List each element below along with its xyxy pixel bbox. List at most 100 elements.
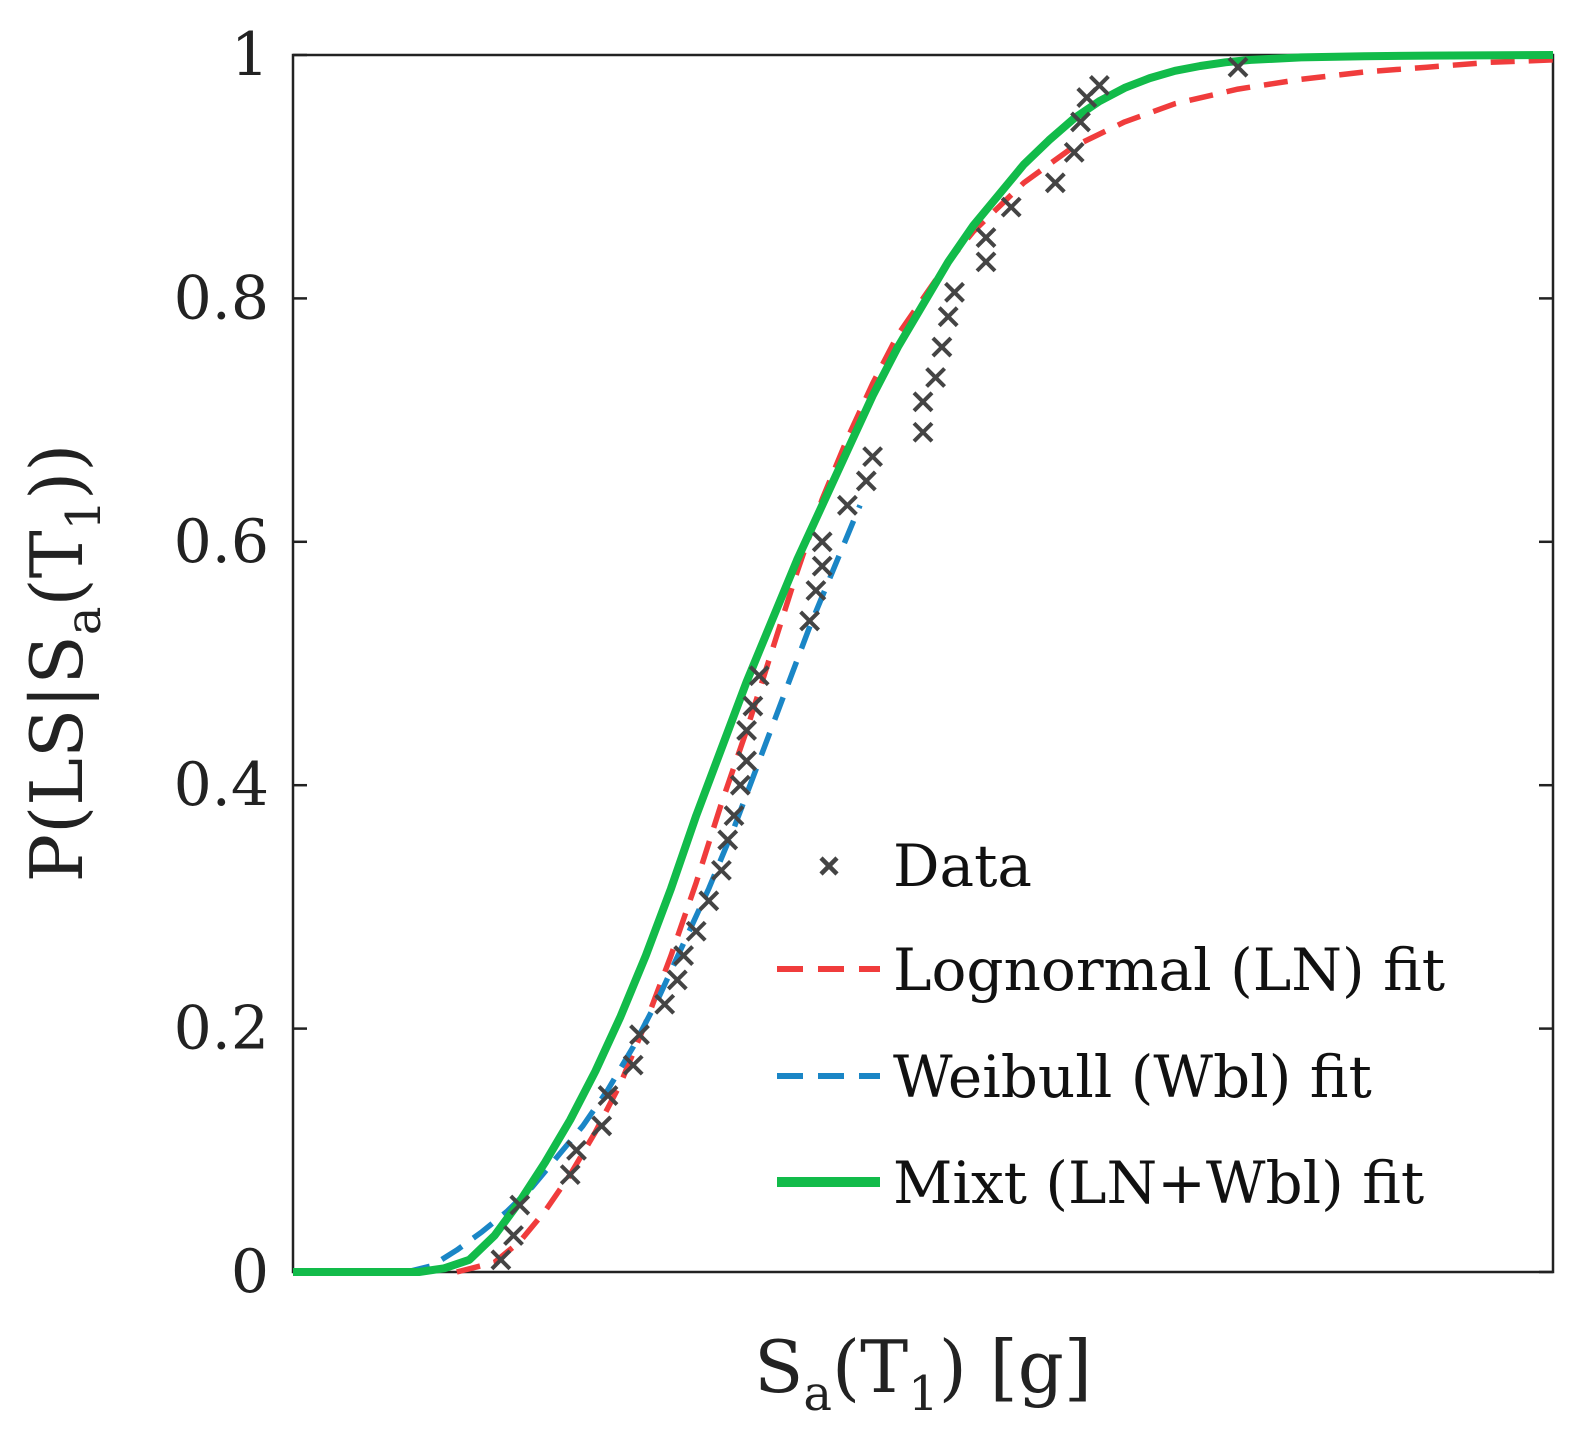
series-line-lognormal bbox=[456, 57, 1554, 1275]
data-point bbox=[1227, 56, 1249, 78]
y-tick-label-2: 0.4 bbox=[174, 750, 269, 820]
legend-entry-data: Data bbox=[819, 832, 1032, 900]
data-point bbox=[717, 829, 739, 851]
data-point-stroke-b bbox=[698, 890, 720, 912]
plot-area bbox=[291, 53, 1555, 1274]
data-point-stroke-b bbox=[509, 1194, 531, 1216]
legend-entry-lognormal: Lognormal (LN) fit bbox=[777, 936, 1445, 1004]
data-point bbox=[799, 610, 821, 632]
data-point bbox=[509, 1194, 531, 1216]
data-point-stroke-b bbox=[490, 1249, 512, 1271]
x-axis-label-mid: (T bbox=[832, 1325, 908, 1409]
data-point bbox=[597, 1085, 619, 1106]
data-point bbox=[566, 1139, 587, 1161]
data-point bbox=[1000, 196, 1022, 218]
data-point bbox=[629, 1024, 650, 1046]
data-point-stroke-b bbox=[912, 421, 934, 443]
data-point bbox=[944, 281, 965, 303]
data-point bbox=[748, 665, 770, 687]
data-point-stroke-b bbox=[729, 774, 751, 796]
x-axis-label-sub-1: 1 bbox=[908, 1366, 939, 1422]
data-point bbox=[912, 391, 934, 413]
legend-entry-mixt: Mixt (LN+Wbl) fit bbox=[777, 1149, 1424, 1217]
data-point-stroke-b bbox=[1088, 75, 1110, 96]
legend-label-data: Data bbox=[893, 832, 1032, 900]
data-point-stroke-b bbox=[912, 391, 934, 413]
data-point bbox=[925, 367, 947, 388]
data-point-stroke-b bbox=[622, 1054, 644, 1076]
y-axis-label: P(LS|Sa(T1)) bbox=[15, 444, 112, 883]
data-point-stroke-b bbox=[931, 336, 953, 358]
y-ticks: 0 0.2 0.4 0.6 0.8 1 bbox=[174, 20, 1553, 1307]
y-tick-label-5: 1 bbox=[231, 20, 269, 90]
data-point bbox=[729, 774, 751, 796]
data-point-stroke-b bbox=[1070, 111, 1091, 133]
y-tick-label-4: 0.8 bbox=[174, 263, 269, 333]
data-point-stroke-b bbox=[855, 470, 877, 492]
legend: Data Lognormal (LN) fit Weibull (Wbl) fi… bbox=[777, 832, 1445, 1217]
data-point bbox=[723, 805, 745, 827]
x-axis-label: Sa(T1) [g] bbox=[754, 1325, 1092, 1422]
data-point-stroke-b bbox=[591, 1115, 613, 1137]
y-axis-label-tail: )) bbox=[15, 444, 99, 500]
data-point bbox=[503, 1225, 524, 1246]
data-point-stroke-b bbox=[799, 610, 821, 632]
data-point-stroke-b bbox=[975, 251, 997, 273]
data-point bbox=[591, 1115, 613, 1137]
data-point-stroke-b bbox=[975, 227, 997, 248]
data-point-stroke-b bbox=[742, 695, 764, 717]
data-point-stroke-b bbox=[685, 920, 707, 942]
data-point-stroke-b bbox=[654, 993, 676, 1015]
data-point-stroke-b bbox=[925, 367, 947, 388]
y-tick-label-3: 0.6 bbox=[174, 507, 269, 577]
x-axis-label-sub-a: a bbox=[803, 1366, 832, 1422]
data-point bbox=[937, 306, 959, 328]
data-point bbox=[1088, 75, 1110, 96]
y-axis-label-sub-a: a bbox=[56, 606, 112, 635]
data-point-stroke-b bbox=[1000, 196, 1022, 218]
data-point-stroke-b bbox=[736, 750, 758, 772]
data-point bbox=[836, 494, 858, 516]
data-point-stroke-b bbox=[673, 945, 695, 966]
data-point-stroke-b bbox=[1044, 172, 1066, 194]
legend-entry-weibull: Weibull (Wbl) fit bbox=[777, 1043, 1372, 1111]
data-point-stroke-b bbox=[723, 805, 745, 827]
y-tick-label-1: 0.2 bbox=[174, 994, 269, 1064]
data-point bbox=[710, 859, 732, 881]
data-point bbox=[654, 993, 676, 1015]
data-point bbox=[862, 446, 884, 468]
data-point bbox=[811, 555, 833, 577]
legend-marker-data bbox=[819, 856, 839, 876]
data-point bbox=[673, 945, 695, 966]
data-point-stroke-b bbox=[805, 580, 827, 601]
data-point bbox=[685, 920, 707, 942]
data-point bbox=[1044, 172, 1066, 194]
data-point bbox=[622, 1054, 644, 1076]
x-axis-label-tail: ) [g] bbox=[939, 1325, 1092, 1409]
data-point bbox=[975, 251, 997, 273]
data-point bbox=[698, 890, 720, 912]
data-point-stroke-b bbox=[811, 555, 833, 577]
data-point bbox=[666, 969, 688, 991]
data-point-stroke-b bbox=[937, 306, 959, 328]
data-point bbox=[1063, 141, 1085, 163]
data-point bbox=[1070, 111, 1091, 133]
data-point-stroke-b bbox=[503, 1225, 524, 1246]
data-point-stroke-b bbox=[836, 494, 858, 516]
data-point-stroke-b bbox=[1063, 141, 1085, 163]
data-point-stroke-b bbox=[629, 1024, 650, 1046]
data-point bbox=[742, 695, 764, 717]
data-point-stroke-b bbox=[710, 859, 732, 881]
data-point-stroke-b bbox=[566, 1139, 587, 1161]
data-point-stroke-b bbox=[862, 446, 884, 468]
y-axis-label-mid: (T bbox=[15, 530, 99, 606]
data-point-stroke-b bbox=[944, 281, 965, 303]
data-point-stroke-b bbox=[811, 531, 833, 553]
data-point-stroke-b bbox=[666, 969, 688, 991]
data-point bbox=[736, 720, 758, 741]
legend-label-mixt: Mixt (LN+Wbl) fit bbox=[893, 1149, 1424, 1217]
data-point bbox=[975, 227, 997, 248]
data-point bbox=[559, 1164, 581, 1186]
data-point-stroke-b bbox=[1227, 56, 1249, 78]
